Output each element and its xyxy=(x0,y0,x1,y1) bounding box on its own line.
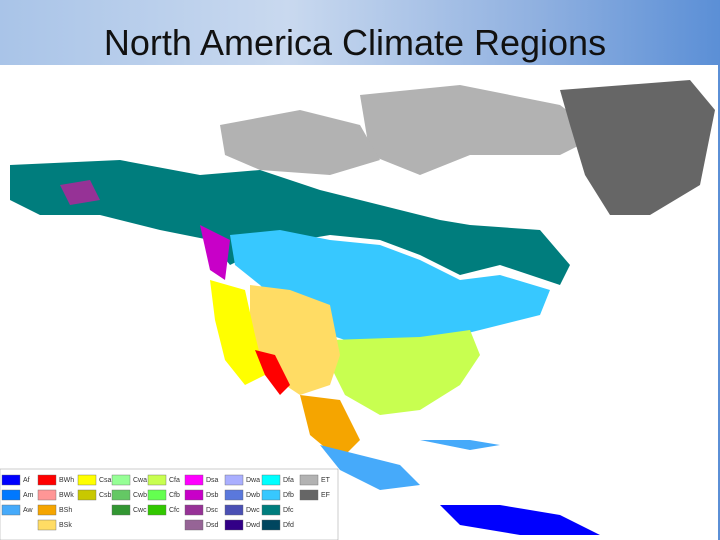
legend-label: Cfc xyxy=(169,507,180,514)
legend-swatch xyxy=(77,474,97,486)
legend-label: Cwc xyxy=(133,507,147,514)
legend-swatch xyxy=(224,504,244,516)
legend-swatch xyxy=(147,474,167,486)
legend-label: ET xyxy=(321,477,331,484)
legend-swatch xyxy=(184,504,204,516)
legend-label: Cwb xyxy=(133,492,147,499)
legend-swatch xyxy=(37,504,57,516)
legend-label: Dwc xyxy=(246,507,260,514)
legend-swatch xyxy=(299,474,319,486)
legend-swatch xyxy=(184,474,204,486)
legend-label: BSk xyxy=(59,522,72,529)
legend-swatch xyxy=(111,474,131,486)
legend-swatch xyxy=(261,489,281,501)
legend-box xyxy=(0,468,339,540)
legend-label: Cfa xyxy=(169,477,180,484)
legend-swatch xyxy=(184,519,204,531)
legend: Af Am Aw BWh BWk BSh BSk Csa Csb Cwa Cwb Cwc Cfa Cfb C… xyxy=(1,474,331,531)
legend-label: Dfb xyxy=(283,492,294,499)
legend-swatch xyxy=(37,519,57,531)
legend-label: Dfd xyxy=(283,522,294,529)
legend-swatch xyxy=(1,474,21,486)
legend-label: BSh xyxy=(59,507,72,514)
legend-label: Dsa xyxy=(206,477,219,484)
legend-swatch xyxy=(184,489,204,501)
legend-swatch xyxy=(147,489,167,501)
legend-swatch xyxy=(224,474,244,486)
legend-swatch xyxy=(111,489,131,501)
legend-label: Dfa xyxy=(283,477,294,484)
legend-label: BWk xyxy=(59,492,74,499)
legend-swatch xyxy=(261,519,281,531)
legend-label: Dfc xyxy=(283,507,294,514)
legend-label: Aw xyxy=(23,507,34,514)
legend-swatch xyxy=(77,489,97,501)
legend-swatch xyxy=(224,519,244,531)
map: Af Am Aw BWh BWk BSh BSk Csa Csb Cwa Cwb Cwc Cfa Cfb C… xyxy=(0,65,718,540)
legend-label: BWh xyxy=(59,477,74,484)
legend-label: Am xyxy=(23,492,34,499)
legend-label: Csa xyxy=(99,477,112,484)
legend-label: Cwa xyxy=(133,477,147,484)
legend-label: Dsb xyxy=(206,492,219,499)
map-regions xyxy=(10,80,715,535)
legend-label: Dwd xyxy=(246,522,260,529)
slide-title: North America Climate Regions xyxy=(103,22,607,63)
legend-label: Dsd xyxy=(206,522,219,529)
legend-label: Dwb xyxy=(246,492,260,499)
legend-swatch xyxy=(261,474,281,486)
legend-label: EF xyxy=(321,492,330,499)
legend-swatch xyxy=(1,504,21,516)
legend-label: Csb xyxy=(99,492,112,499)
legend-label: Dwa xyxy=(246,477,260,484)
legend-swatch xyxy=(37,474,57,486)
legend-label: Af xyxy=(23,477,30,484)
legend-swatch xyxy=(299,489,319,501)
legend-swatch xyxy=(111,504,131,516)
legend-label: Cfb xyxy=(169,492,180,499)
legend-swatch xyxy=(37,489,57,501)
legend-swatch xyxy=(1,489,21,501)
legend-swatch xyxy=(224,489,244,501)
legend-swatch xyxy=(261,504,281,516)
legend-swatch xyxy=(147,504,167,516)
legend-label: Dsc xyxy=(206,507,219,514)
